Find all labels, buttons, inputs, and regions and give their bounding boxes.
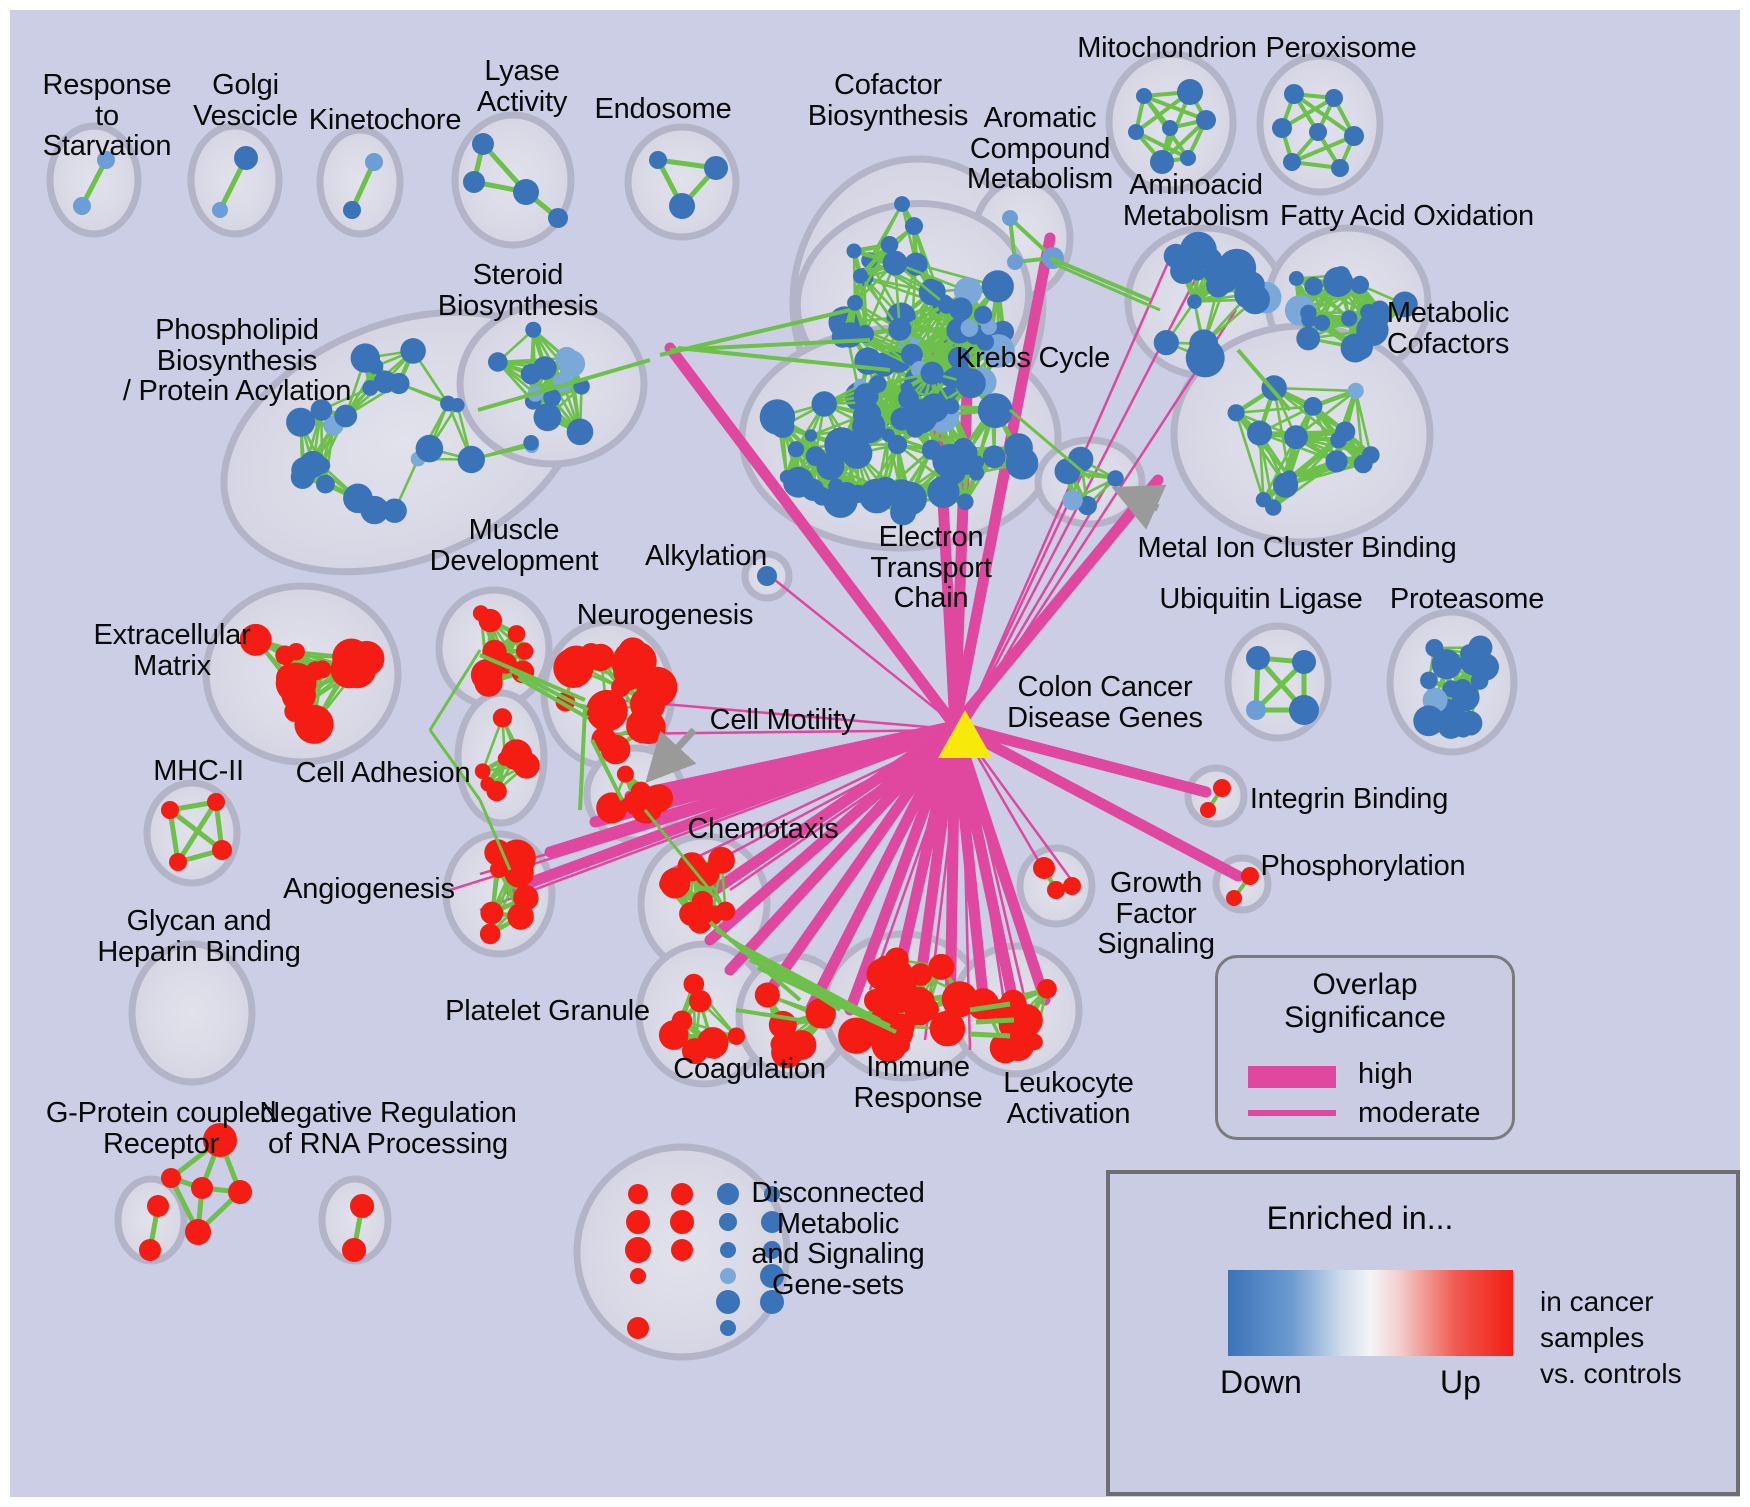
label-steroid-biosynthesis: Steroid Biosynthesis <box>437 259 599 322</box>
enrichment-up-label: Up <box>1440 1364 1481 1400</box>
cluster-nodes-mhc-ii <box>161 793 232 871</box>
label-kinetochore: Kinetochore <box>308 104 462 136</box>
label-leukocyte-activation: Leukocyte Activation <box>1003 1067 1134 1130</box>
halo-kinetochore <box>316 126 404 238</box>
halo-glycan-and-heparin-binding <box>128 940 256 1086</box>
cluster-nodes-electron-transport-chain <box>759 361 1039 526</box>
label-aminoacid-metabolism: Aminoacid Metabolism <box>1122 169 1270 232</box>
arrow-cell-motility <box>645 727 697 784</box>
cluster-nodes-phospholipid-biosynthesis <box>286 338 539 525</box>
arrow-metal-ion-cluster-binding <box>1111 484 1167 530</box>
cluster-nodes-metabolic-cofactors <box>1227 375 1380 516</box>
label-metal-ion-cluster-binding: Metal Ion Cluster Binding <box>1137 532 1457 564</box>
cluster-nodes-negative-regulation-of-rna-processing <box>342 1194 374 1262</box>
cluster-nodes-metal-ion-cluster-binding <box>1054 446 1124 516</box>
halo-g-protein-coupled-receptor <box>114 1175 188 1265</box>
cluster-nodes-golgi-vesicle <box>212 146 258 218</box>
cluster-nodes-proteasome <box>1413 635 1499 739</box>
label-metabolic-cofactors: Metabolic Cofactors <box>1386 297 1510 360</box>
cluster-nodes-alkylation <box>757 566 777 586</box>
enrichment-legend: Enriched in... Down Up in cancer samples… <box>1106 1170 1740 1496</box>
cluster-nodes-coagulation <box>754 982 836 1069</box>
cluster-nodes-chemotaxis <box>659 846 736 934</box>
label-glycan-and-heparin-binding: Glycan and Heparin Binding <box>97 905 301 968</box>
cluster-nodes-lyase-activity <box>463 133 568 228</box>
label-extracellular-matrix: Extracellular Matrix <box>93 619 251 682</box>
cluster-nodes-ubiquitin-ligase <box>1246 646 1319 725</box>
cluster-nodes-integrin-binding <box>1200 779 1231 818</box>
network-background: Response to Starvation Golgi Vescicle Ki… <box>10 10 1740 1497</box>
label-endosome: Endosome <box>594 93 732 125</box>
label-growth-factor-signaling: Growth Factor Signaling <box>1097 867 1215 961</box>
overlap-high-label: high <box>1358 1058 1413 1090</box>
cluster-nodes-response-to-starvation <box>73 151 115 215</box>
overlap-high-swatch <box>1248 1066 1336 1088</box>
label-chemotaxis: Chemotaxis <box>687 813 839 845</box>
label-g-protein-coupled-receptor: G-Protein coupled Receptor <box>45 1097 277 1160</box>
label-aromatic-compound-metabolism: Aromatic Compound Metabolism <box>966 102 1114 196</box>
overlap-legend-title: Overlap Significance <box>1284 968 1446 1034</box>
label-peroxisome: Peroxisome <box>1265 32 1417 64</box>
halo-endosome <box>624 123 740 241</box>
label-hub-colon-cancer-disease-genes: Colon Cancer Disease Genes <box>1007 671 1203 734</box>
cluster-nodes-angiogenesis <box>479 839 539 945</box>
label-neurogenesis: Neurogenesis <box>576 599 754 631</box>
cluster-nodes-phosphorylation <box>1226 867 1259 906</box>
label-angiogenesis: Angiogenesis <box>283 873 455 905</box>
label-proteasome: Proteasome <box>1389 583 1545 615</box>
cluster-nodes-growth-factor-signaling <box>1033 857 1081 899</box>
label-immune-response: Immune Response <box>853 1051 983 1114</box>
hub-triangle-icon[interactable] <box>938 710 992 758</box>
enrichment-side-text: in cancer samples vs. controls <box>1540 1286 1682 1389</box>
label-response-to-starvation: Response to Starvation <box>42 69 172 163</box>
cluster-nodes-mitochondrion <box>1128 79 1216 174</box>
label-negative-regulation-of-rna-processing: Negative Regulation of RNA Processing <box>259 1097 517 1160</box>
cluster-nodes-extracellular-matrix <box>239 623 385 744</box>
enrichment-down-label: Down <box>1220 1364 1302 1400</box>
inter-cluster-edges <box>428 256 1292 1039</box>
label-muscle-development: Muscle Development <box>429 514 599 577</box>
label-cell-adhesion: Cell Adhesion <box>295 757 471 789</box>
label-cofactor-biosynthesis: Cofactor Biosynthesis <box>807 69 969 132</box>
label-integrin-binding: Integrin Binding <box>1249 783 1449 815</box>
cluster-nodes-cell-motility <box>596 765 673 824</box>
cluster-nodes-neurogenesis <box>553 637 678 765</box>
annotation-arrows <box>645 484 1167 784</box>
cluster-nodes-endosome <box>649 151 728 219</box>
enrichment-legend-title: Enriched in... <box>1266 1200 1454 1236</box>
network-graph <box>46 50 1518 1361</box>
cluster-nodes-immune-response <box>838 947 978 1063</box>
label-phospholipid-biosynthesis: Phospholipid Biosynthesis / Protein Acyl… <box>122 314 352 408</box>
cluster-nodes-platelet-granule <box>658 973 745 1065</box>
cluster-nodes-disconnected-gene-sets <box>625 1183 784 1339</box>
label-krebs-cycle: Krebs Cycle <box>955 342 1111 374</box>
label-golgi-vesicle: Golgi Vescicle <box>193 69 298 132</box>
label-alkylation: Alkylation <box>644 540 768 572</box>
label-disconnected-gene-sets: Disconnected Metabolic and Signaling Gen… <box>751 1177 925 1302</box>
label-lyase-activity: Lyase Activity <box>476 55 568 118</box>
label-platelet-granule: Platelet Granule <box>445 995 650 1027</box>
cluster-nodes-g-protein-coupled-receptor <box>139 1195 169 1261</box>
label-ubiquitin-ligase: Ubiquitin Ligase <box>1159 583 1363 615</box>
cluster-nodes-cell-adhesion <box>474 708 540 802</box>
cluster-nodes-fatty-acid-oxidation <box>1284 266 1418 363</box>
cluster-nodes-peroxisome <box>1272 84 1364 177</box>
label-coagulation: Coagulation <box>673 1053 826 1085</box>
label-fatty-acid-oxidation: Fatty Acid Oxidation <box>1280 200 1534 232</box>
overlap-moderate-swatch <box>1248 1110 1336 1116</box>
label-phosphorylation: Phosphorylation <box>1260 850 1466 882</box>
overlap-significance-legend: Overlap Significance high moderate <box>1215 955 1515 1140</box>
label-mhc-ii: MHC-II <box>153 755 244 787</box>
cluster-nodes-aminoacid-metabolism <box>1153 231 1282 378</box>
cluster-nodes-kinetochore <box>343 153 383 219</box>
label-mitochondrion: Mitochondrion <box>1077 32 1257 64</box>
label-electron-transport-chain: Electron Transport Chain <box>870 521 992 615</box>
label-cell-motility: Cell Motility <box>709 704 856 736</box>
enrichment-color-bar <box>1228 1270 1513 1356</box>
cluster-nodes-glycan-and-heparin-binding <box>161 1123 252 1245</box>
overlap-moderate-label: moderate <box>1358 1097 1481 1129</box>
